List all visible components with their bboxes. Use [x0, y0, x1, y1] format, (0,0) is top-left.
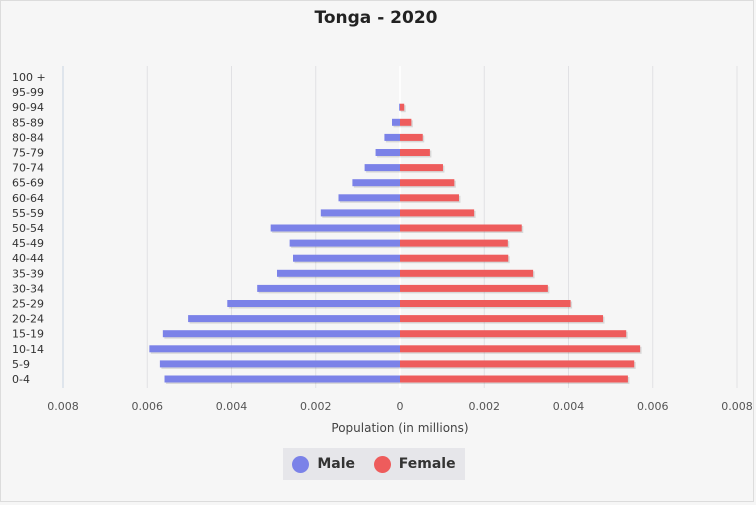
- female-bar: [400, 133, 423, 141]
- y-tick-label: 35-39: [12, 267, 44, 280]
- x-axis-label: Population (in millions): [331, 421, 468, 435]
- male-bar: [257, 284, 400, 292]
- female-bar: [400, 224, 522, 232]
- female-bar: [400, 254, 509, 262]
- male-bar: [375, 149, 400, 156]
- female-bar: [400, 269, 534, 277]
- female-bar: [400, 330, 627, 338]
- female-bar: [400, 239, 508, 247]
- x-tick-label: 0: [397, 400, 404, 413]
- male-bar: [188, 315, 400, 323]
- y-tick-label: 75-79: [12, 147, 44, 160]
- legend-label-female: Female: [398, 456, 456, 472]
- y-tick-label: 0-4: [12, 373, 30, 386]
- male-bar: [159, 360, 400, 368]
- female-bar: [400, 300, 571, 307]
- male-bar: [293, 254, 400, 262]
- male-bar: [164, 375, 400, 383]
- x-tick-label: 0.008: [47, 400, 79, 413]
- female-bar: [400, 375, 628, 383]
- female-bar: [400, 345, 641, 353]
- male-swatch-icon: [292, 455, 310, 473]
- male-bar: [338, 194, 400, 202]
- male-bar: [352, 179, 400, 187]
- y-tick-label: 25-29: [12, 298, 44, 311]
- male-bar: [364, 164, 400, 172]
- male-bar: [399, 103, 400, 111]
- female-bar: [400, 164, 443, 172]
- x-tick-label: 0.006: [637, 400, 669, 413]
- x-tick-label: 0.002: [469, 400, 501, 413]
- legend: Male Female: [283, 448, 465, 480]
- female-bar: [400, 103, 405, 111]
- male-bar: [384, 133, 400, 141]
- x-tick-label: 0.004: [553, 400, 585, 413]
- y-tick-label: 80-84: [12, 131, 44, 144]
- male-bar: [276, 269, 400, 277]
- x-tick-label: 0.004: [216, 400, 248, 413]
- female-bar: [400, 360, 635, 368]
- y-tick-label: 10-14: [12, 343, 44, 356]
- male-bar: [270, 224, 400, 232]
- y-tick-label: 55-59: [12, 207, 44, 220]
- y-tick-label: 45-49: [12, 237, 44, 250]
- y-tick-label: 90-94: [12, 101, 44, 114]
- y-tick-label: 100 +: [12, 71, 46, 84]
- y-tick-label: 60-64: [12, 192, 44, 205]
- female-bar: [400, 179, 455, 187]
- male-bar: [391, 118, 400, 126]
- x-tick-label: 0.006: [132, 400, 164, 413]
- y-tick-label: 95-99: [12, 86, 44, 99]
- y-tick-label: 85-89: [12, 116, 44, 129]
- population-pyramid: 0.008 0.006 0.004 0.002 0 0.002 0.004 0.006 0.00…: [12, 66, 752, 435]
- male-bar: [227, 300, 400, 307]
- female-bar: [400, 209, 475, 217]
- y-tick-label: 40-44: [12, 252, 44, 265]
- y-tick-label: 20-24: [12, 313, 44, 326]
- legend-item-male[interactable]: Male: [292, 455, 356, 473]
- male-bar: [320, 209, 400, 217]
- y-tick-label: 50-54: [12, 222, 44, 235]
- chart-title: Tonga - 2020: [314, 8, 438, 28]
- legend-label-male: Male: [317, 456, 356, 472]
- male-bar: [289, 239, 400, 247]
- female-swatch-icon: [373, 455, 391, 473]
- x-tick-label: 0.008: [721, 400, 752, 413]
- y-tick-label: 5-9: [12, 358, 30, 371]
- male-bar: [149, 345, 400, 353]
- female-bar: [400, 149, 430, 156]
- female-bar: [400, 284, 548, 292]
- female-bar: [400, 194, 459, 202]
- female-bar: [400, 118, 412, 126]
- y-tick-label: 30-34: [12, 282, 44, 295]
- y-tick-label: 65-69: [12, 177, 44, 190]
- x-tick-label: 0.002: [300, 400, 332, 413]
- y-tick-label: 15-19: [12, 328, 44, 341]
- female-bar: [400, 315, 604, 323]
- male-bar: [162, 330, 400, 338]
- y-tick-label: 70-74: [12, 162, 44, 175]
- legend-item-female[interactable]: Female: [373, 455, 456, 473]
